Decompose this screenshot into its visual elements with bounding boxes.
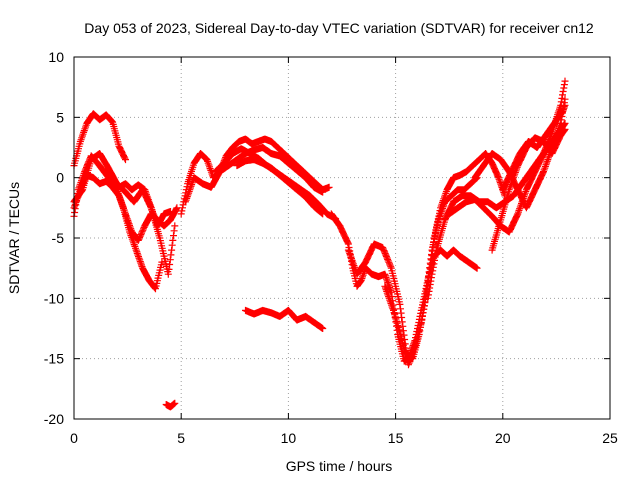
y-tick-label: -20 [44,411,64,427]
satellite-track-10 [233,156,327,218]
track-markers [162,399,179,411]
tick-layer: 0 5 10 15 20 25 -20 -15 -10 -5 0 5 10 [44,49,618,446]
data-layer [70,77,569,411]
y-tick-label: -10 [44,290,64,306]
y-tick-label: 0 [56,170,64,186]
track-markers [233,156,327,218]
track-markers [242,306,327,332]
x-tick-label: 15 [388,430,404,446]
y-tick-label: 10 [48,49,64,65]
satellite-track-6 [162,399,179,411]
y-tick-label: -15 [44,351,64,367]
satellite-track-11 [242,306,327,332]
track-markers [499,101,569,194]
y-tick-label: 5 [56,109,64,125]
x-tick-label: 0 [70,430,78,446]
plot-frame [73,56,611,420]
track-markers [381,150,509,369]
satellite-track-14 [381,150,509,369]
track-markers [109,177,174,230]
x-tick-label: 5 [177,430,185,446]
x-tick-label: 20 [495,430,511,446]
y-axis-label: SDTVAR / TECUs [6,182,22,294]
x-axis-label: GPS time / hours [286,458,393,474]
x-tick-label: 25 [602,430,618,446]
satellite-track-5 [109,177,174,230]
satellite-track-19 [499,101,569,194]
y-tick-label: -5 [52,230,65,246]
chart-title: Day 053 of 2023, Sidereal Day-to-day VTE… [84,20,594,36]
x-tick-label: 10 [281,430,297,446]
